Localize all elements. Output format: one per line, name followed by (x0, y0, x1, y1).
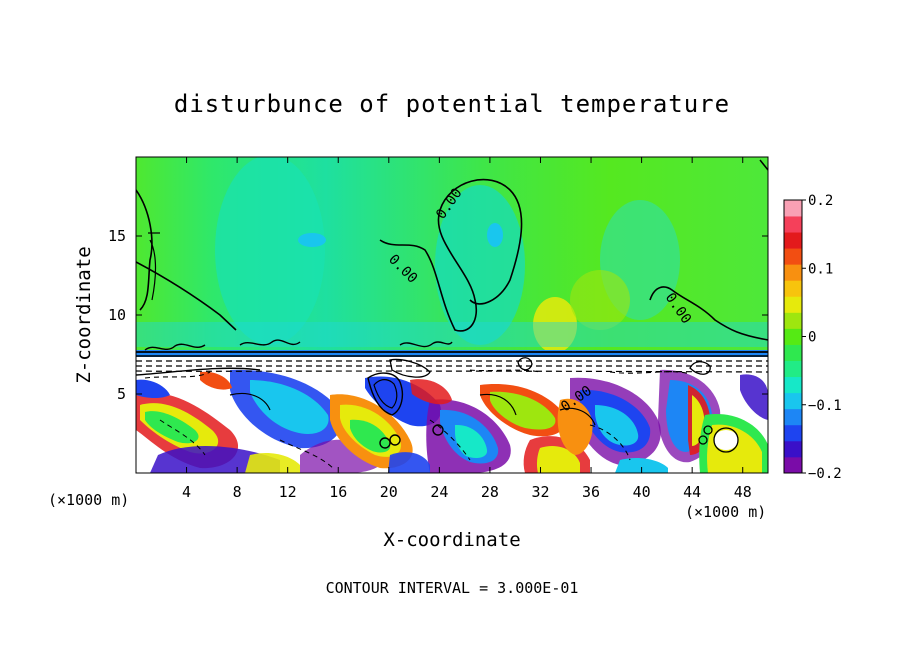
blue-patch (487, 223, 503, 247)
colorbar-tick-label: 0.2 (808, 193, 833, 209)
dashed-band (136, 357, 768, 379)
cyan-patch (215, 157, 325, 345)
x-unit-right: (×1000 m) (685, 503, 766, 521)
interface-layer (136, 350, 768, 357)
x-tick-label: 16 (329, 483, 347, 501)
colorbar-segment (784, 280, 802, 297)
colorbar-segment (784, 312, 802, 329)
y-tick-label: 10 (108, 306, 126, 324)
colorbar-segment (784, 344, 802, 361)
x-unit-left: (×1000 m) (48, 491, 129, 509)
colorbar-segment (784, 376, 802, 394)
colorbar-segment (784, 440, 802, 458)
blue-patch (298, 233, 326, 247)
colorbar-segment (784, 232, 802, 249)
colorbar-segment (784, 360, 802, 378)
x-tick-label: 20 (380, 483, 398, 501)
plot-area (136, 157, 768, 473)
y-axis-ticks: 5 10 15 (108, 227, 768, 403)
yellow-patch (533, 297, 577, 353)
colorbar-segment (784, 264, 802, 281)
x-tick-label: 32 (531, 483, 549, 501)
colorbar-segment (784, 392, 802, 410)
colorbar-tick-label: 0 (808, 330, 816, 346)
x-tick-label: 36 (582, 483, 600, 501)
y-tick-label: 5 (117, 385, 126, 403)
chart-title: disturbunce of potential temperature (174, 90, 730, 118)
x-tick-label: 12 (279, 483, 297, 501)
y-tick-label: 15 (108, 227, 126, 245)
colorbar-segment (784, 408, 802, 426)
y-axis-label: Z-coordinate (73, 246, 95, 383)
x-tick-label: 40 (633, 483, 651, 501)
colorbar-segment (784, 424, 802, 442)
x-tick-label: 48 (734, 483, 752, 501)
x-tick-label: 44 (683, 483, 701, 501)
colorbar-segment (784, 248, 802, 265)
turbulence-patches (136, 369, 768, 473)
green-patch (570, 270, 630, 330)
colorbar-tick-label: 0.1 (808, 261, 833, 277)
x-tick-label: 28 (481, 483, 499, 501)
x-tick-label: 8 (233, 483, 242, 501)
cyan-patch (435, 185, 525, 345)
colorbar (783, 199, 803, 474)
colorbar-segment (784, 200, 802, 217)
colorbar-tick-label: −0.2 (808, 466, 842, 482)
contour-interval-note: CONTOUR INTERVAL = 3.000E-01 (326, 579, 579, 597)
x-axis-ticks: 4 8 12 16 20 24 28 32 36 40 44 48 (182, 157, 752, 501)
contour-lines (136, 159, 768, 471)
x-axis-label: X-coordinate (383, 529, 520, 551)
colorbar-segment (784, 456, 802, 474)
x-tick-label: 24 (430, 483, 448, 501)
colorbar-segment (784, 328, 802, 345)
x-tick-label: 4 (182, 483, 191, 501)
colorbar-ticks: 0.2 0.1 0 −0.1 −0.2 (802, 193, 842, 482)
colorbar-tick-label: −0.1 (808, 398, 842, 414)
colorbar-segment (784, 216, 802, 233)
colorbar-segment (784, 296, 802, 313)
